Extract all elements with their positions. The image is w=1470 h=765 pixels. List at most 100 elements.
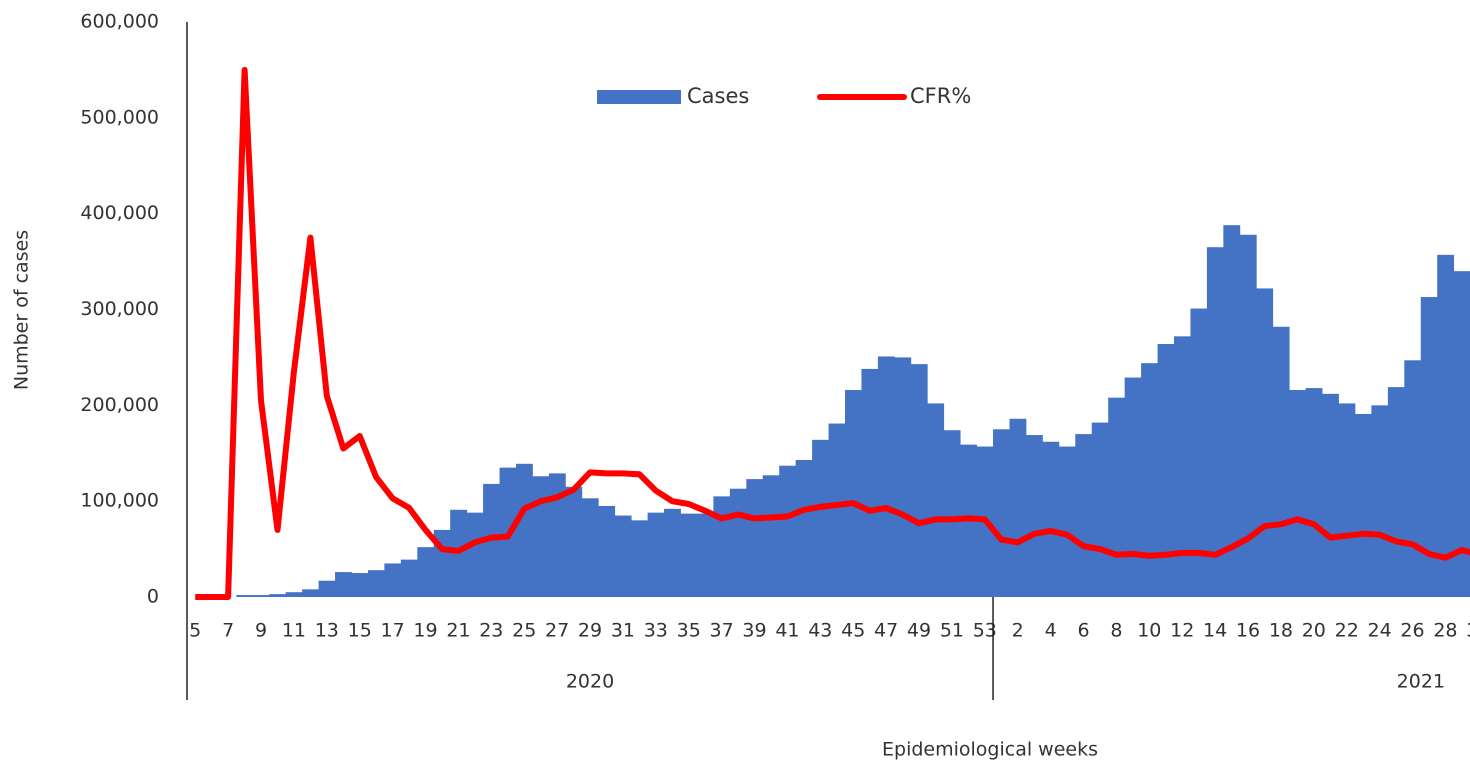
y-tick-label: 400,000 [80, 202, 159, 224]
bar [269, 594, 287, 597]
x-tick-label: 16 [1236, 620, 1260, 642]
bar [598, 505, 616, 597]
group-label: 2020 [566, 671, 614, 693]
bar [1239, 234, 1257, 597]
x-tick-label: 20 [1302, 620, 1326, 642]
bar [877, 356, 895, 597]
x-tick-label: 18 [1269, 620, 1293, 642]
y-tick-label: 300,000 [80, 298, 159, 320]
legend-label: CFR% [910, 84, 971, 108]
y-tick-label: 100,000 [80, 490, 159, 512]
x-tick-label: 23 [479, 620, 503, 642]
bar [1009, 418, 1027, 597]
bar [1108, 397, 1126, 597]
bar [302, 589, 319, 597]
bar [1091, 422, 1109, 597]
line [195, 66, 1470, 600]
x-tick-label: 7 [222, 620, 234, 642]
bar [1025, 435, 1043, 597]
bar [631, 520, 648, 597]
bar [252, 595, 270, 597]
y-tick-label: 500,000 [80, 106, 159, 128]
y-tick-label: 0 [147, 586, 159, 608]
x-tick-label: 28 [1433, 620, 1457, 642]
bar [236, 595, 254, 597]
bar [318, 580, 336, 597]
bar [1206, 247, 1224, 598]
x-tick-label: 30 [1466, 620, 1470, 642]
bar [1305, 388, 1323, 597]
bar [548, 473, 566, 597]
x-tick-label: 15 [348, 620, 372, 642]
x-tick-label: 43 [808, 620, 832, 642]
x-tick-label: 41 [775, 620, 799, 642]
bar [1058, 446, 1076, 597]
x-tick-label: 19 [413, 620, 437, 642]
bar [417, 547, 435, 597]
bar [285, 592, 303, 597]
x-tick-label: 11 [282, 620, 306, 642]
bar [1223, 225, 1241, 597]
bar [1124, 377, 1142, 597]
x-tick-label: 35 [677, 620, 701, 642]
bar [565, 486, 583, 597]
bar [532, 476, 550, 597]
x-tick-label: 8 [1110, 620, 1122, 642]
bar [664, 508, 681, 597]
bar [861, 368, 879, 597]
x-tick-label: 47 [874, 620, 898, 642]
bar [1174, 336, 1191, 597]
bar [384, 563, 402, 597]
bar [351, 573, 369, 597]
x-tick-label: 5 [189, 620, 201, 642]
bar [1190, 308, 1208, 597]
x-tick-label: 53 [973, 620, 997, 642]
bar [762, 475, 780, 597]
x-tick-label: 10 [1137, 620, 1161, 642]
bar [894, 357, 912, 597]
bar [1289, 390, 1306, 597]
x-tick-label: 4 [1045, 620, 1057, 642]
bar [647, 512, 665, 597]
bar [1371, 405, 1389, 597]
bar [400, 559, 418, 597]
bar [943, 430, 961, 597]
bar [1256, 288, 1274, 597]
bar [696, 513, 714, 597]
x-tick-label: 22 [1335, 620, 1359, 642]
y-axis-title: Number of cases [11, 230, 33, 390]
bar [367, 570, 385, 597]
bar [993, 429, 1010, 597]
group-label: 2021 [1397, 671, 1445, 693]
bar [1420, 297, 1438, 597]
bar [828, 423, 846, 597]
bar [779, 465, 797, 597]
bar [335, 572, 352, 597]
bar [1075, 434, 1093, 597]
x-tick-label: 27 [545, 620, 569, 642]
x-tick-label: 6 [1077, 620, 1089, 642]
bar [1322, 393, 1339, 597]
legend-swatch [597, 90, 681, 104]
y-tick-label: 200,000 [80, 394, 159, 416]
x-tick-label: 14 [1203, 620, 1227, 642]
x-tick-label: 33 [644, 620, 668, 642]
x-tick-label: 17 [381, 620, 405, 642]
bar [812, 439, 829, 597]
x-tick-label: 37 [710, 620, 734, 642]
bar [845, 390, 862, 597]
x-tick-label: 13 [315, 620, 339, 642]
x-tick-label: 49 [907, 620, 931, 642]
bar [1272, 326, 1290, 597]
bar [713, 496, 731, 597]
bar [614, 515, 632, 597]
bar [1453, 271, 1470, 597]
bar [1141, 363, 1158, 597]
x-tick-label: 26 [1400, 620, 1424, 642]
bar [910, 364, 928, 597]
bar [581, 498, 599, 597]
bar [516, 463, 533, 597]
bar [1404, 360, 1422, 597]
bar [1354, 413, 1372, 597]
